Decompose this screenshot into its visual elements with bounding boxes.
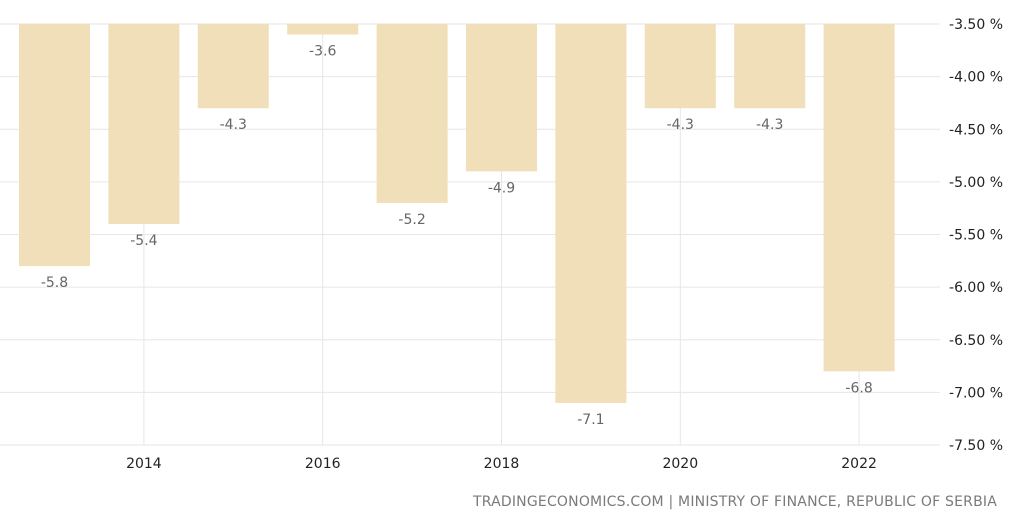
bar-2013: [19, 24, 90, 267]
x-tick-label: 2018: [484, 456, 520, 472]
data-label-2014: -5.4: [130, 233, 157, 249]
data-labels: -5.8 -5.4 -4.3 -3.6 -5.2 -4.9 -7.1 -4.3 -4.3 -6.8: [41, 44, 873, 428]
data-label-2013: -5.8: [41, 275, 68, 291]
bar-2014: [108, 24, 180, 224]
data-label-2022: -6.8: [845, 380, 872, 396]
y-tick-label: -3.50 %: [949, 17, 1003, 33]
bar-2018: [466, 24, 537, 172]
bar-2019: [555, 24, 627, 403]
y-axis: -3.50 % -4.00 % -4.50 % -5.00 % -5.50 % -6.00…: [949, 17, 1003, 454]
data-label-2016: -3.6: [309, 44, 336, 60]
x-tick-label: 2014: [126, 456, 162, 472]
bar-2017: [376, 24, 448, 203]
data-label-2017: -5.2: [398, 212, 425, 228]
bar-2021: [734, 24, 806, 109]
bar-2015: [197, 24, 269, 109]
x-tick-label: 2020: [662, 456, 698, 472]
source-credit: TRADINGECONOMICS.COM | MINISTRY OF FINAN…: [472, 494, 997, 510]
y-tick-label: -7.50 %: [949, 438, 1003, 454]
y-tick-label: -4.00 %: [949, 70, 1003, 86]
y-tick-label: -5.00 %: [949, 175, 1003, 191]
y-tick-label: -5.50 %: [949, 228, 1003, 244]
y-tick-label: -4.50 %: [949, 122, 1003, 138]
bars: [19, 24, 895, 403]
data-label-2020: -4.3: [667, 117, 694, 133]
y-tick-label: -6.50 %: [949, 333, 1003, 349]
x-tick-label: 2022: [841, 456, 877, 472]
y-tick-label: -6.00 %: [949, 280, 1003, 296]
bar-2016: [287, 24, 359, 35]
bar-2020: [644, 24, 716, 109]
x-tick-label: 2016: [305, 456, 341, 472]
data-label-2021: -4.3: [756, 117, 783, 133]
data-label-2018: -4.9: [488, 180, 515, 196]
bar-2022: [823, 24, 895, 372]
data-label-2015: -4.3: [220, 117, 247, 133]
x-axis: 2014 2016 2018 2020 2022: [126, 456, 877, 472]
y-tick-label: -7.00 %: [949, 385, 1003, 401]
data-label-2019: -7.1: [577, 412, 604, 428]
